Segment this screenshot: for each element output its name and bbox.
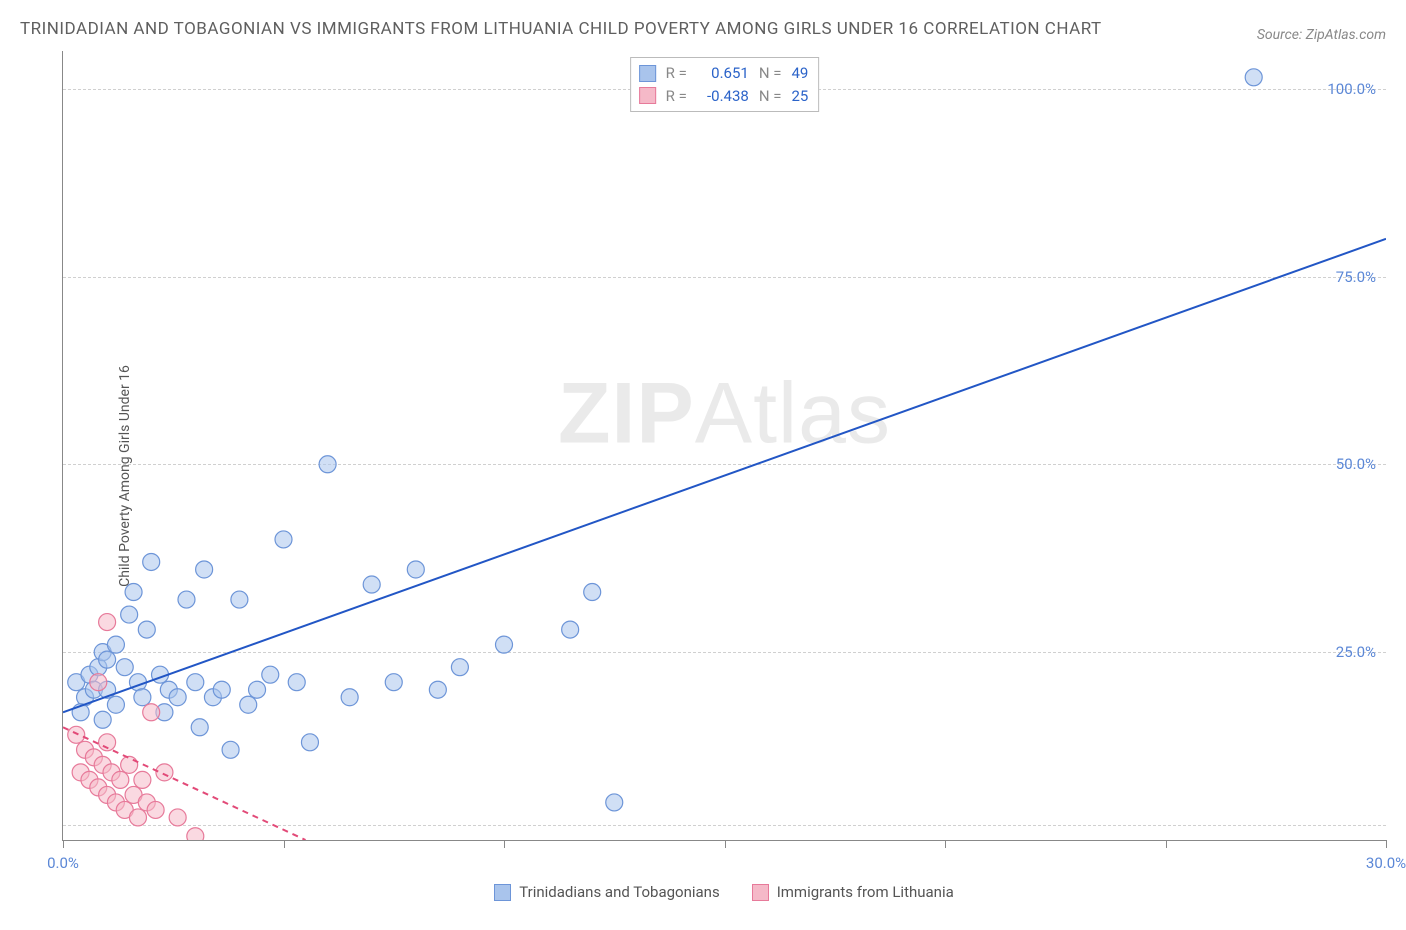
swatch-series-1	[639, 65, 656, 82]
chart-header: TRINIDADIAN AND TOBAGONIAN VS IMMIGRANTS…	[20, 16, 1386, 43]
chart-container: Child Poverty Among Girls Under 16 ZIPAt…	[20, 51, 1386, 901]
stats-row-2: R = -0.438 N = 25	[639, 85, 809, 108]
series-legend: Trinidadians and Tobagonians Immigrants …	[62, 883, 1386, 901]
stats-legend: R = 0.651 N = 49 R = -0.438 N = 25	[630, 57, 820, 112]
x-tick-label: 0.0%	[47, 854, 79, 872]
legend-item-2: Immigrants from Lithuania	[752, 883, 954, 901]
chart-title: TRINIDADIAN AND TOBAGONIAN VS IMMIGRANTS…	[20, 16, 1102, 43]
stats-row-1: R = 0.651 N = 49	[639, 62, 809, 85]
legend-swatch-2	[752, 884, 769, 901]
legend-item-1: Trinidadians and Tobagonians	[494, 883, 719, 901]
swatch-series-2	[639, 87, 656, 104]
x-tick-label: 30.0%	[1366, 854, 1406, 872]
legend-swatch-1	[494, 884, 511, 901]
source-label: Source: ZipAtlas.com	[1257, 27, 1386, 43]
plot-area: ZIPAtlas R = 0.651 N = 49 R = -0.438 N =…	[62, 51, 1386, 841]
scatter-svg	[63, 51, 1386, 840]
